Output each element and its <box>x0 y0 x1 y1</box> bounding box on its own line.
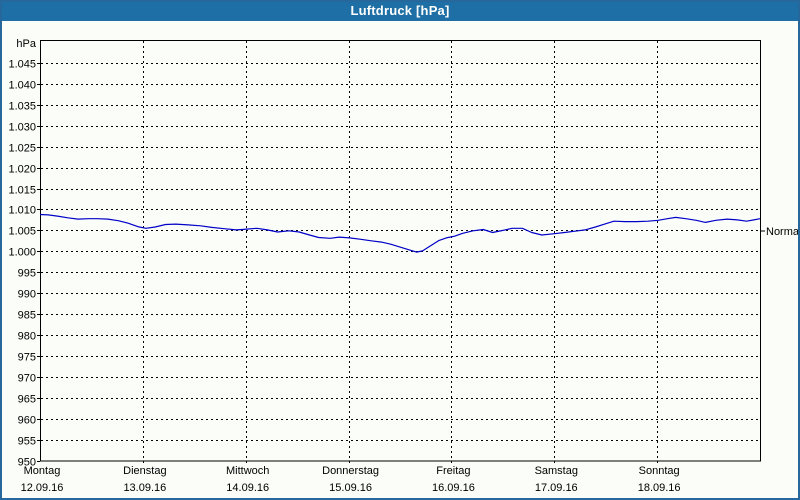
y-tick-label: 1.040 <box>8 80 36 92</box>
y-tick-label: 970 <box>18 373 36 385</box>
y-tick-label: 990 <box>18 289 36 301</box>
date-label: 13.09.16 <box>123 482 166 494</box>
y-tick-label: 1.015 <box>8 185 36 197</box>
normal-label: Normal <box>766 226 800 238</box>
y-tick-label: 985 <box>18 310 36 322</box>
y-tick-label: 995 <box>18 268 36 280</box>
y-axis-unit-label: hPa <box>16 38 36 50</box>
y-tick-label: 960 <box>18 415 36 427</box>
day-label: Mittwoch <box>226 465 269 477</box>
window-titlebar: Luftdruck [hPa] <box>0 0 800 21</box>
window-title: Luftdruck [hPa] <box>350 3 450 18</box>
date-label: 14.09.16 <box>226 482 269 494</box>
y-tick-label: 1.035 <box>8 101 36 113</box>
day-label: Samstag <box>535 465 578 477</box>
y-tick-label: 1.010 <box>8 205 36 217</box>
day-label: Sonntag <box>639 465 680 477</box>
y-tick-label: 1.025 <box>8 143 36 155</box>
y-tick-label: 1.005 <box>8 226 36 238</box>
y-tick-label: 965 <box>18 394 36 406</box>
day-label: Montag <box>24 465 61 477</box>
y-tick-label: 975 <box>18 352 36 364</box>
date-label: 15.09.16 <box>329 482 372 494</box>
y-tick-label: 1.045 <box>8 59 36 71</box>
date-label: 12.09.16 <box>21 482 64 494</box>
day-label: Freitag <box>436 465 470 477</box>
day-label: Donnerstag <box>322 465 379 477</box>
date-label: 17.09.16 <box>535 482 578 494</box>
y-tick-label: 955 <box>18 436 36 448</box>
y-tick-label: 1.020 <box>8 164 36 176</box>
plot-frame <box>40 40 761 462</box>
pressure-line <box>39 213 761 253</box>
y-tick-label: 950 <box>18 457 36 469</box>
date-label: 16.09.16 <box>432 482 475 494</box>
date-label: 18.09.16 <box>638 482 681 494</box>
day-label: Dienstag <box>123 465 166 477</box>
y-tick-label: 1.030 <box>8 122 36 134</box>
y-tick-label: 1.000 <box>8 247 36 259</box>
y-tick-label: 980 <box>18 331 36 343</box>
